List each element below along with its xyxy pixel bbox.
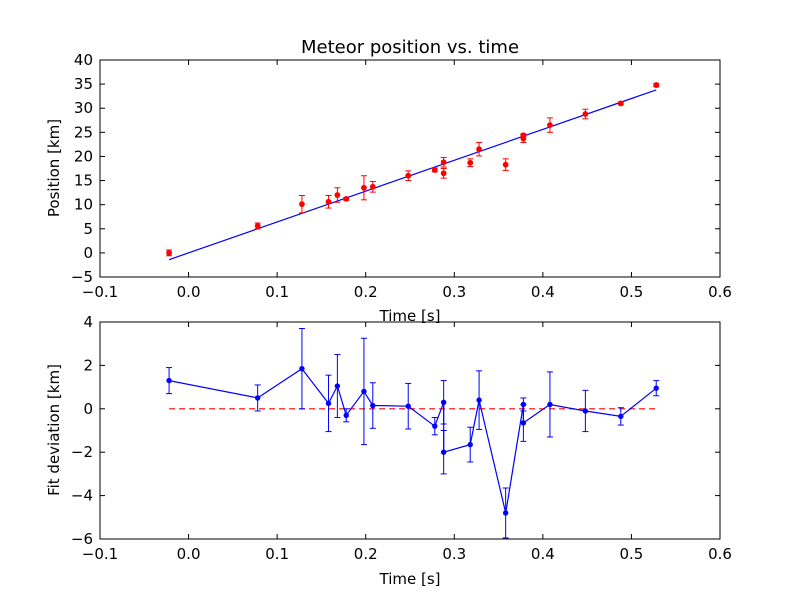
deviation-chart: −0.1 0.0 0.1 0.2 0.3 0.4 0.5 0.6 −6 −4 −2 0 2 4 Time… — [45, 313, 732, 588]
x-tick-label: 0.1 — [265, 545, 289, 563]
position-point — [467, 159, 474, 166]
deviation-point — [325, 400, 332, 407]
deviation-point — [467, 441, 473, 448]
y-tick-label: 20 — [74, 147, 93, 165]
position-y-axis-label: Position [km] — [45, 119, 63, 217]
y-tick-label: 0 — [83, 244, 93, 262]
position-point — [369, 183, 376, 190]
x-tick-label: 0.5 — [619, 545, 643, 563]
deviation-point — [476, 397, 482, 403]
x-tick-label: 0.6 — [708, 283, 732, 301]
chart-title: Meteor position vs. time — [301, 37, 519, 58]
deviation-point — [166, 377, 172, 384]
deviation-axes-frame — [99, 321, 721, 540]
y-tick-label: 5 — [83, 220, 93, 238]
x-tick-label: −0.1 — [82, 545, 118, 563]
x-tick-label: −0.1 — [82, 283, 118, 301]
position-point — [617, 100, 624, 107]
deviation-y-ticks: −6 −4 −2 0 2 4 — [71, 313, 720, 548]
y-tick-label: −5 — [71, 268, 93, 286]
position-point — [166, 249, 172, 256]
y-tick-label: 25 — [74, 123, 93, 141]
deviation-point — [405, 403, 411, 409]
position-point — [653, 82, 660, 88]
deviation-point — [520, 420, 527, 426]
x-tick-label: 0.2 — [354, 545, 378, 563]
deviation-point — [432, 423, 438, 429]
position-point — [325, 198, 332, 205]
position-point — [582, 111, 589, 117]
y-tick-label: −6 — [71, 530, 93, 548]
y-tick-label: 35 — [74, 75, 93, 93]
position-point — [361, 184, 367, 191]
y-tick-label: 4 — [83, 313, 93, 331]
y-tick-label: 30 — [74, 99, 93, 117]
y-tick-label: −4 — [71, 487, 93, 505]
x-tick-label: 0.4 — [531, 545, 555, 563]
y-tick-label: −2 — [71, 443, 93, 461]
x-tick-label: 0.4 — [531, 283, 555, 301]
x-tick-label: 0.2 — [354, 283, 378, 301]
deviation-point — [334, 383, 341, 389]
deviation-point — [440, 449, 447, 455]
deviation-point — [370, 402, 376, 409]
position-point — [476, 146, 482, 153]
position-point — [334, 192, 341, 198]
x-tick-label: 0.1 — [265, 283, 289, 301]
position-point — [440, 170, 447, 177]
deviation-point — [440, 399, 447, 405]
deviation-point — [582, 408, 589, 414]
x-tick-label: 0.6 — [708, 545, 732, 563]
deviation-point — [299, 365, 305, 372]
x-tick-label: 0.0 — [177, 545, 201, 563]
position-point — [405, 172, 412, 179]
position-axes-frame — [99, 59, 721, 278]
position-chart: Meteor position vs. time −0.1 0.0 0.1 0.2 0.… — [45, 37, 732, 325]
x-tick-label: 0.3 — [442, 545, 466, 563]
x-tick-label: 0.0 — [177, 283, 201, 301]
position-point — [547, 122, 553, 128]
position-point — [520, 132, 527, 139]
deviation-point — [254, 395, 261, 401]
position-x-axis-label: Time [s] — [379, 307, 441, 325]
deviation-point — [343, 412, 349, 419]
deviation-x-ticks: −0.1 0.0 0.1 0.2 0.3 0.4 0.5 0.6 — [82, 322, 732, 563]
position-point — [299, 201, 305, 208]
deviation-point — [361, 388, 367, 395]
position-point — [502, 161, 509, 168]
deviation-point — [618, 413, 624, 420]
deviation-y-axis-label: Fit deviation [km] — [45, 364, 63, 496]
position-x-ticks: −0.1 0.0 0.1 0.2 0.3 0.4 0.5 0.6 — [82, 60, 732, 301]
y-tick-label: 15 — [74, 172, 93, 190]
y-tick-label: 2 — [83, 356, 93, 374]
deviation-point — [502, 510, 509, 516]
x-tick-label: 0.5 — [619, 283, 643, 301]
y-tick-label: 40 — [74, 51, 93, 69]
y-tick-label: 10 — [74, 196, 93, 214]
position-point — [343, 195, 350, 202]
position-point — [254, 222, 261, 229]
position-point — [440, 159, 447, 166]
deviation-point — [653, 385, 659, 391]
y-tick-label: 0 — [83, 400, 93, 418]
position-plot-area — [166, 82, 660, 261]
position-y-ticks: −5 0 5 10 15 20 25 30 35 40 — [71, 51, 720, 286]
deviation-x-axis-label: Time [s] — [379, 570, 441, 588]
x-tick-label: 0.3 — [442, 283, 466, 301]
deviation-point — [547, 401, 553, 408]
position-point — [431, 167, 438, 173]
fit-line — [168, 89, 657, 261]
deviation-plot-area — [166, 328, 660, 539]
